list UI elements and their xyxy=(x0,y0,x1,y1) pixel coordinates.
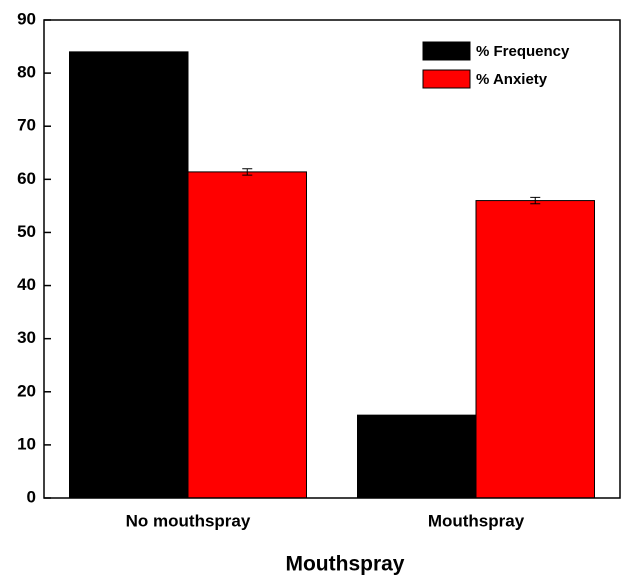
x-axis-label: Mouthspray xyxy=(285,553,404,576)
x-tick-label: Mouthspray xyxy=(428,511,525,530)
bar xyxy=(69,51,189,499)
y-tick-label: 20 xyxy=(17,381,36,400)
y-tick-label: 80 xyxy=(17,63,36,82)
legend-swatch xyxy=(422,41,471,61)
error-bar xyxy=(530,196,541,205)
y-tick-label: 30 xyxy=(17,328,36,347)
legend-swatch xyxy=(422,69,471,89)
y-tick-label: 60 xyxy=(17,169,36,188)
legend-label: % Anxiety xyxy=(476,71,548,88)
error-bar xyxy=(242,168,253,176)
bar xyxy=(475,200,595,499)
bar xyxy=(357,414,477,499)
y-tick-label: 50 xyxy=(17,222,36,241)
y-tick-label: 90 xyxy=(17,9,36,28)
x-tick-label: No mouthspray xyxy=(126,511,251,530)
legend-label: % Frequency xyxy=(476,43,570,60)
y-tick-label: 10 xyxy=(17,434,36,453)
y-tick-label: 40 xyxy=(17,275,36,294)
y-tick-label: 70 xyxy=(17,116,36,135)
plot-frame xyxy=(43,19,621,499)
y-tick-label: 0 xyxy=(27,487,36,506)
bar xyxy=(187,171,307,499)
